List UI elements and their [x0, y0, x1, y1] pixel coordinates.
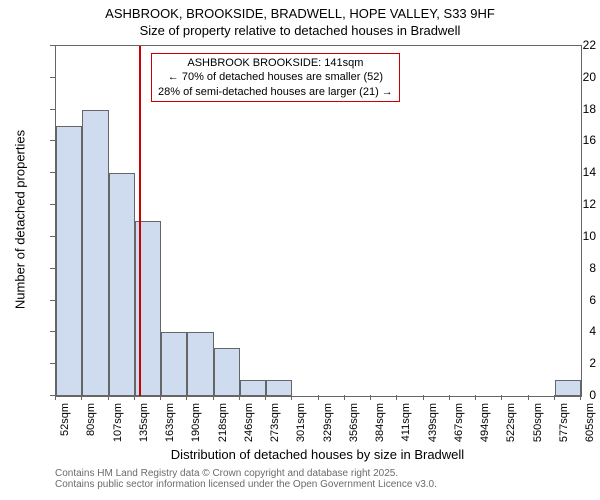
x-tick-label: 246sqm	[243, 403, 255, 447]
histogram-bar	[82, 110, 108, 396]
x-tick-label: 384sqm	[374, 403, 386, 447]
x-tick-mark	[108, 395, 109, 400]
chart-title: ASHBROOK, BROOKSIDE, BRADWELL, HOPE VALL…	[0, 0, 600, 40]
x-tick-label: 301sqm	[295, 403, 307, 447]
footer-attribution: Contains HM Land Registry data © Crown c…	[55, 468, 437, 490]
x-tick-label: 577sqm	[558, 403, 570, 447]
footer-line1: Contains HM Land Registry data © Crown c…	[55, 468, 437, 479]
x-tick-mark	[370, 395, 371, 400]
chart-container: ASHBROOK, BROOKSIDE, BRADWELL, HOPE VALL…	[0, 0, 600, 500]
histogram-bar	[240, 380, 266, 396]
x-tick-mark	[449, 395, 450, 400]
footer-line2: Contains public sector information licen…	[55, 479, 437, 490]
reference-line	[139, 46, 141, 396]
x-tick-label: 605sqm	[584, 403, 596, 447]
x-tick-mark	[423, 395, 424, 400]
y-tick-mark	[50, 109, 55, 110]
y-tick-label: 10	[547, 229, 596, 243]
y-tick-mark	[50, 45, 55, 46]
x-tick-mark	[396, 395, 397, 400]
x-tick-mark	[344, 395, 345, 400]
x-tick-label: 411sqm	[400, 403, 412, 447]
x-tick-label: 356sqm	[348, 403, 360, 447]
x-tick-label: 163sqm	[164, 403, 176, 447]
x-tick-mark	[291, 395, 292, 400]
x-tick-mark	[81, 395, 82, 400]
histogram-bar	[266, 380, 292, 396]
x-tick-label: 494sqm	[479, 403, 491, 447]
histogram-bar	[109, 173, 135, 396]
y-tick-label: 2	[547, 356, 596, 370]
x-tick-label: 522sqm	[505, 403, 517, 447]
histogram-bar	[161, 332, 187, 396]
y-tick-mark	[50, 268, 55, 269]
x-tick-label: 135sqm	[138, 403, 150, 447]
annot-line3: 28% of semi-detached houses are larger (…	[158, 85, 393, 99]
histogram-bar	[56, 126, 82, 396]
x-tick-mark	[265, 395, 266, 400]
x-tick-mark	[501, 395, 502, 400]
x-tick-mark	[55, 395, 56, 400]
x-tick-mark	[134, 395, 135, 400]
x-tick-mark	[475, 395, 476, 400]
y-tick-mark	[50, 204, 55, 205]
x-tick-label: 52sqm	[59, 403, 71, 447]
histogram-bar	[214, 348, 240, 396]
x-tick-label: 218sqm	[217, 403, 229, 447]
x-tick-label: 190sqm	[190, 403, 202, 447]
plot-area: ASHBROOK BROOKSIDE: 141sqm← 70% of detac…	[55, 45, 582, 397]
x-tick-mark	[580, 395, 581, 400]
x-tick-label: 80sqm	[85, 403, 97, 447]
annotation-box: ASHBROOK BROOKSIDE: 141sqm← 70% of detac…	[151, 53, 400, 102]
y-tick-label: 16	[547, 133, 596, 147]
y-tick-mark	[50, 140, 55, 141]
y-axis-title: Number of detached properties	[13, 120, 28, 320]
x-axis-title: Distribution of detached houses by size …	[55, 447, 580, 462]
x-tick-label: 273sqm	[269, 403, 281, 447]
title-line1: ASHBROOK, BROOKSIDE, BRADWELL, HOPE VALL…	[0, 6, 600, 23]
y-tick-mark	[50, 172, 55, 173]
x-tick-mark	[186, 395, 187, 400]
y-tick-mark	[50, 300, 55, 301]
y-tick-label: 14	[547, 165, 596, 179]
y-tick-mark	[50, 77, 55, 78]
y-tick-mark	[50, 363, 55, 364]
y-tick-label: 22	[547, 38, 596, 52]
x-tick-label: 329sqm	[322, 403, 334, 447]
y-tick-label: 6	[547, 293, 596, 307]
y-tick-label: 20	[547, 70, 596, 84]
x-tick-mark	[318, 395, 319, 400]
y-tick-mark	[50, 331, 55, 332]
x-tick-label: 107sqm	[112, 403, 124, 447]
x-tick-mark	[554, 395, 555, 400]
annot-line1: ASHBROOK BROOKSIDE: 141sqm	[158, 56, 393, 70]
y-tick-label: 4	[547, 324, 596, 338]
y-tick-label: 12	[547, 197, 596, 211]
x-tick-label: 550sqm	[532, 403, 544, 447]
x-tick-mark	[160, 395, 161, 400]
x-tick-mark	[213, 395, 214, 400]
y-tick-mark	[50, 236, 55, 237]
x-tick-label: 439sqm	[427, 403, 439, 447]
histogram-bar	[187, 332, 213, 396]
x-tick-mark	[528, 395, 529, 400]
x-tick-label: 467sqm	[453, 403, 465, 447]
y-tick-label: 8	[547, 261, 596, 275]
title-line2: Size of property relative to detached ho…	[0, 23, 600, 40]
annot-line2: ← 70% of detached houses are smaller (52…	[158, 70, 393, 84]
y-tick-label: 18	[547, 102, 596, 116]
x-tick-mark	[239, 395, 240, 400]
